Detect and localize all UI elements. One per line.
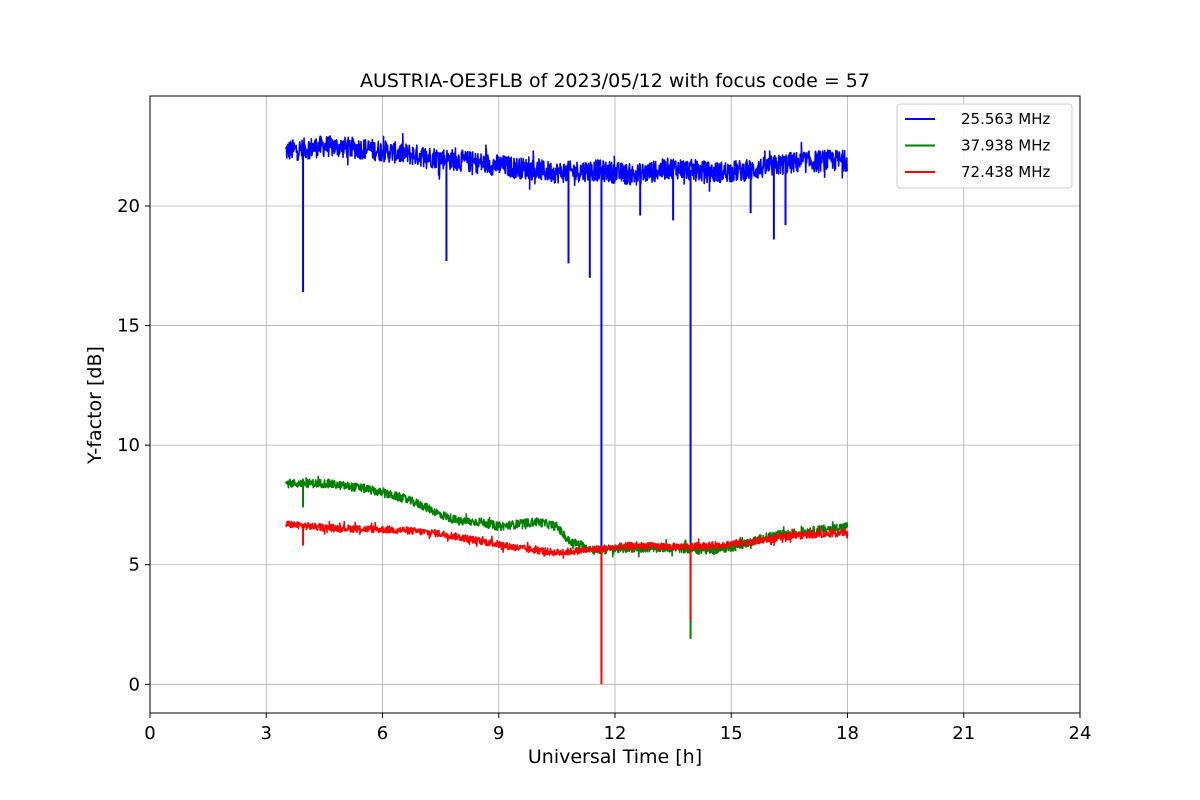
y-tick-label: 5	[129, 555, 140, 576]
y-tick-label: 0	[129, 674, 140, 695]
x-tick-label: 9	[493, 723, 504, 744]
y-axis-label: Y-factor [dB]	[84, 346, 106, 465]
chart-title: AUSTRIA-OE3FLB of 2023/05/12 with focus …	[360, 70, 870, 92]
y-tick-label: 10	[117, 435, 140, 456]
legend: 25.563 MHz 37.938 MHz 72.438 MHz	[896, 103, 1073, 189]
x-tick-label: 0	[144, 723, 155, 744]
series-line-0	[285, 132, 849, 192]
x-tick-label: 12	[604, 723, 627, 744]
x-axis-label: Universal Time [h]	[528, 746, 702, 768]
legend-label: 25.563 MHz	[961, 110, 1050, 128]
series-line-2	[284, 520, 849, 559]
x-tick-label: 3	[261, 723, 272, 744]
x-tick-label: 6	[377, 723, 388, 744]
y-tick-label: 15	[117, 316, 140, 337]
legend-label: 37.938 MHz	[961, 137, 1050, 155]
x-tick-label: 24	[1069, 723, 1092, 744]
x-tick-label: 21	[952, 723, 975, 744]
y-axis-ticks: 0 5 10 15 20	[117, 196, 150, 695]
y-tick-label: 20	[117, 196, 140, 217]
legend-box	[896, 103, 1073, 189]
x-tick-label: 15	[720, 723, 743, 744]
x-tick-label: 18	[836, 723, 859, 744]
x-axis-ticks: 0 3 6 9 12 15 18 21 24	[144, 713, 1091, 744]
legend-label: 72.438 MHz	[961, 163, 1050, 181]
series-layer	[284, 132, 849, 685]
